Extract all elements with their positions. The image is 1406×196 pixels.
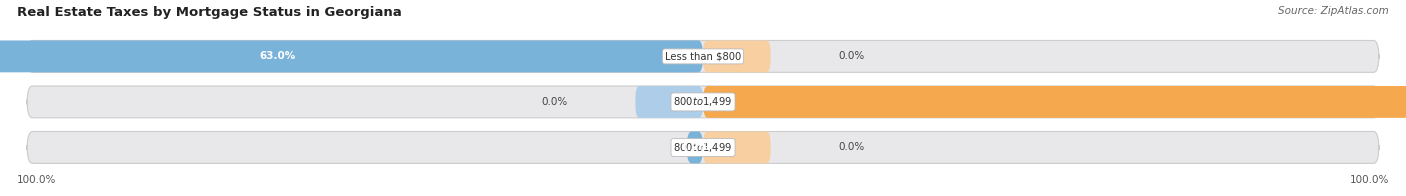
Text: Less than $800: Less than $800 <box>665 51 741 61</box>
Text: Source: ZipAtlas.com: Source: ZipAtlas.com <box>1278 6 1389 16</box>
FancyBboxPatch shape <box>703 86 1406 118</box>
FancyBboxPatch shape <box>686 132 703 163</box>
Text: 100.0%: 100.0% <box>1350 175 1389 185</box>
Text: Real Estate Taxes by Mortgage Status in Georgiana: Real Estate Taxes by Mortgage Status in … <box>17 6 402 19</box>
FancyBboxPatch shape <box>27 86 1379 118</box>
FancyBboxPatch shape <box>703 132 770 163</box>
Text: $800 to $1,499: $800 to $1,499 <box>673 95 733 108</box>
Text: 0.0%: 0.0% <box>541 97 568 107</box>
FancyBboxPatch shape <box>703 40 770 72</box>
Text: 0.0%: 0.0% <box>838 142 865 152</box>
FancyBboxPatch shape <box>0 40 703 72</box>
FancyBboxPatch shape <box>27 132 1379 163</box>
Text: $800 to $1,499: $800 to $1,499 <box>673 141 733 154</box>
Text: 0.0%: 0.0% <box>838 51 865 61</box>
FancyBboxPatch shape <box>636 86 703 118</box>
FancyBboxPatch shape <box>27 40 1379 72</box>
Text: 100.0%: 100.0% <box>17 175 56 185</box>
Text: 1.2%: 1.2% <box>681 142 710 152</box>
Text: 63.0%: 63.0% <box>259 51 295 61</box>
